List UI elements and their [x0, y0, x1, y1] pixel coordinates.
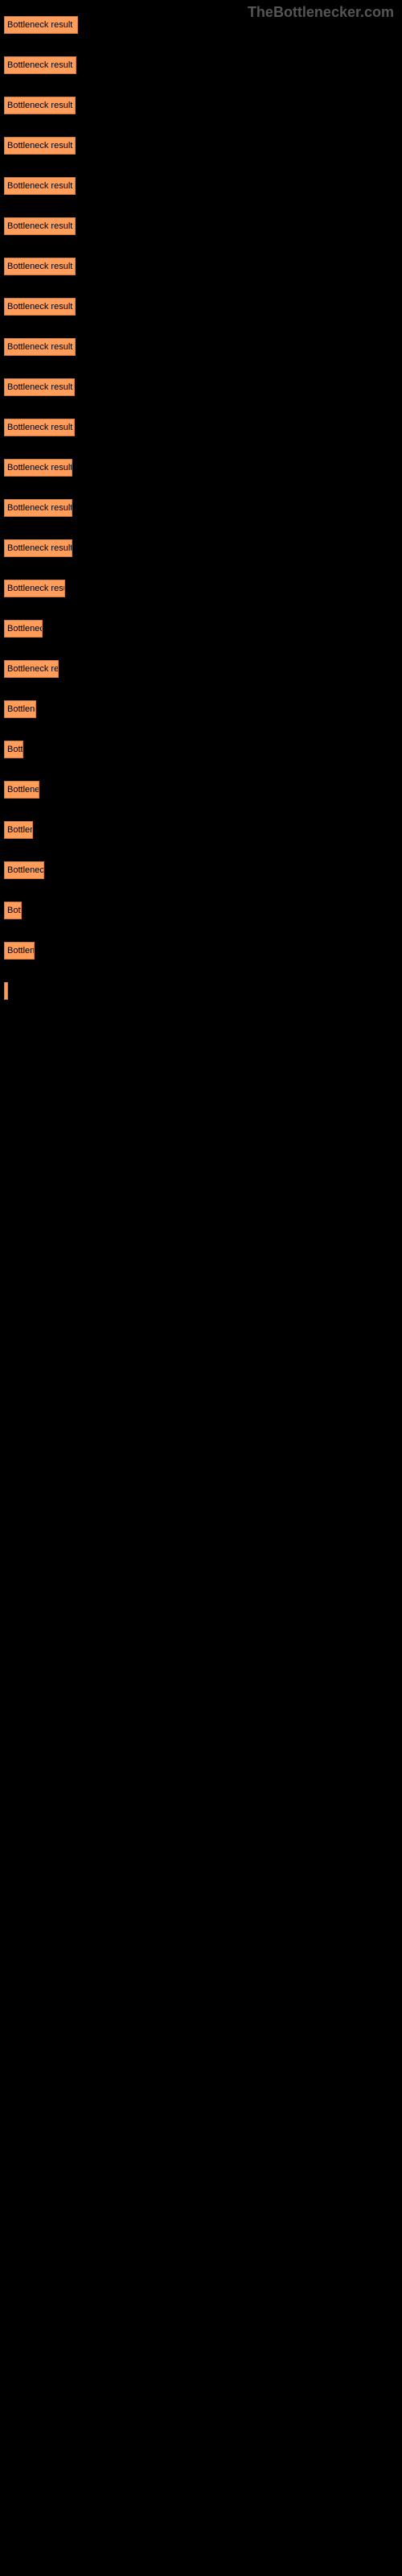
bar-label: Bottleneck result: [7, 624, 43, 634]
bar-label: Bottleneck result: [7, 704, 36, 714]
bar-row: Bottleneck result: [4, 700, 398, 718]
bar-row: Bottleneck result: [4, 620, 398, 638]
bar: Bottleneck result: [4, 902, 22, 919]
bar-label: Bottleneck result: [7, 101, 72, 110]
bar-row: [4, 982, 398, 1000]
bar: Bottleneck result: [4, 459, 72, 477]
bar-label: Bottleneck result: [7, 342, 72, 352]
bar-label: Bottleneck result: [7, 60, 72, 70]
bar-row: Bottleneck result: [4, 821, 398, 839]
bar-label: Bottleneck result: [7, 262, 72, 271]
bar-label: Bottleneck result: [7, 543, 72, 553]
bar: Bottleneck result: [4, 781, 39, 799]
bar-row: Bottleneck result: [4, 378, 398, 396]
bar-label: Bottleneck result: [7, 503, 72, 513]
bar: Bottleneck result: [4, 97, 76, 114]
bar-row: Bottleneck result: [4, 861, 398, 879]
bar: Bottleneck result: [4, 56, 76, 74]
bar-label: Bottleneck result: [7, 181, 72, 191]
bar-row: Bottleneck result: [4, 177, 398, 195]
bar: Bottleneck result: [4, 942, 35, 960]
bar-row: Bottleneck result: [4, 539, 398, 557]
bar-label: Bottleneck result: [7, 664, 59, 674]
bar-row: Bottleneck result: [4, 902, 398, 919]
bar-row: Bottleneck result: [4, 56, 398, 74]
bar: Bottleneck result: [4, 861, 44, 879]
bar-row: Bottleneck result: [4, 580, 398, 597]
bar-label: Bottleneck result: [7, 906, 22, 915]
bar: Bottleneck result: [4, 137, 76, 155]
bar-row: Bottleneck result: [4, 419, 398, 436]
bar: Bottleneck result: [4, 258, 76, 275]
bar-label: Bottleneck result: [7, 382, 72, 392]
bar-label: Bottleneck result: [7, 825, 33, 835]
bar-label: Bottleneck result: [7, 423, 72, 432]
bar-row: Bottleneck result: [4, 16, 398, 34]
bar: [4, 982, 8, 1000]
bar-label: Bottleneck result: [7, 302, 72, 312]
bar: Bottleneck result: [4, 378, 75, 396]
bar: Bottleneck result: [4, 338, 76, 356]
bar: Bottleneck result: [4, 741, 23, 758]
bar: Bottleneck result: [4, 539, 72, 557]
bar: Bottleneck result: [4, 499, 72, 517]
bar-row: Bottleneck result: [4, 97, 398, 114]
bar-row: Bottleneck result: [4, 338, 398, 356]
bar: Bottleneck result: [4, 298, 76, 316]
bar: Bottleneck result: [4, 620, 43, 638]
bar-row: Bottleneck result: [4, 781, 398, 799]
bar: Bottleneck result: [4, 16, 78, 34]
bar-label: Bottleneck result: [7, 865, 44, 875]
bar-row: Bottleneck result: [4, 258, 398, 275]
bar-label: Bottleneck result: [7, 141, 72, 151]
bar-row: Bottleneck result: [4, 942, 398, 960]
bar-row: Bottleneck result: [4, 137, 398, 155]
bar-row: Bottleneck result: [4, 660, 398, 678]
bar: Bottleneck result: [4, 217, 76, 235]
bar-label: Bottleneck result: [7, 946, 35, 956]
bar-row: Bottleneck result: [4, 741, 398, 758]
bar-row: Bottleneck result: [4, 459, 398, 477]
bar: Bottleneck result: [4, 580, 65, 597]
bar-row: Bottleneck result: [4, 217, 398, 235]
bar-label: Bottleneck result: [7, 20, 72, 30]
bar: Bottleneck result: [4, 700, 36, 718]
bar-label: Bottleneck result: [7, 463, 72, 473]
bar: Bottleneck result: [4, 821, 33, 839]
bar: Bottleneck result: [4, 177, 76, 195]
bar-label: Bottleneck result: [7, 584, 65, 593]
bar-row: Bottleneck result: [4, 499, 398, 517]
bar: Bottleneck result: [4, 660, 59, 678]
bar-row: Bottleneck result: [4, 298, 398, 316]
bar-label: Bottleneck result: [7, 745, 23, 754]
bar: Bottleneck result: [4, 419, 75, 436]
bar-label: Bottleneck result: [7, 785, 39, 795]
bar-label: Bottleneck result: [7, 221, 72, 231]
bar-chart: Bottleneck result Bottleneck result Bottle…: [0, 0, 402, 1038]
